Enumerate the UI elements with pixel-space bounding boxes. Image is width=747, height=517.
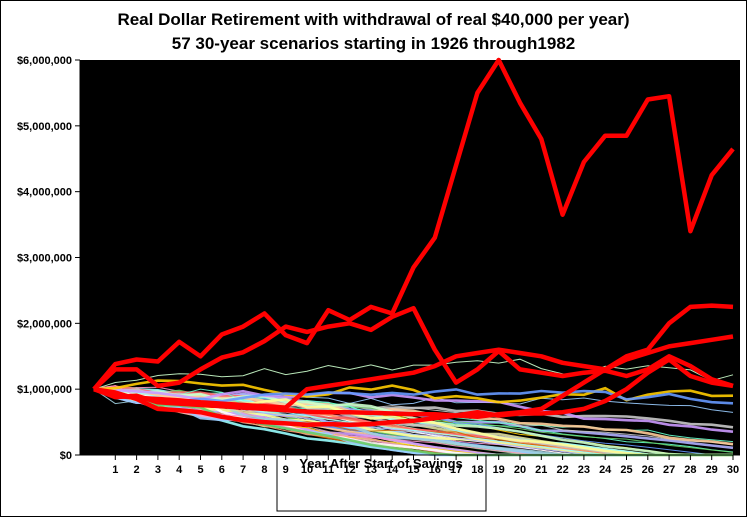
y-tick-label: $3,000,000: [17, 253, 72, 265]
x-tick-label: 12: [343, 464, 355, 476]
x-tick-label: 17: [450, 464, 462, 476]
x-tick-label: 18: [471, 464, 483, 476]
x-tick-label: 21: [535, 464, 547, 476]
x-tick-label: 30: [727, 464, 739, 476]
x-tick-label: 11: [322, 464, 334, 476]
x-tick-label: 7: [240, 464, 246, 476]
x-tick-label: 23: [578, 464, 590, 476]
x-tick-label: 5: [197, 464, 203, 476]
x-axis-title: Year After Start of Savings: [299, 456, 463, 471]
x-tick-label: 9: [283, 464, 289, 476]
y-tick-label: $5,000,000: [17, 121, 72, 133]
x-tick-label: 28: [684, 464, 696, 476]
x-tick-label: 6: [219, 464, 225, 476]
scenario-line: [93, 358, 734, 390]
x-tick-label: 4: [176, 464, 183, 476]
y-tick-label: $1,000,000: [17, 384, 72, 396]
x-tick-label: 8: [261, 464, 267, 476]
x-tick-label: 13: [365, 464, 377, 476]
highlighted-series-line-2: [92, 305, 734, 391]
x-tick-label: 1: [112, 464, 118, 476]
x-tick-label: 22: [556, 464, 568, 476]
x-tick-label: 14: [386, 464, 399, 476]
scenario-line: [93, 387, 733, 457]
x-tick-label: 24: [599, 464, 612, 476]
highlighted-series-line-5: [93, 334, 734, 410]
highlighted-series-line-3: [93, 357, 734, 418]
scenario-line: [93, 387, 734, 405]
x-tick-label: 19: [493, 464, 505, 476]
y-tick-label: $0: [60, 450, 72, 462]
y-tick-label: $6,000,000: [17, 55, 72, 67]
chart-title: Real Dollar Retirement with withdrawal o…: [117, 10, 630, 29]
scenario-line: [93, 387, 734, 446]
y-tick-label: $2,000,000: [17, 318, 72, 330]
x-tick-label: 15: [407, 464, 419, 476]
x-tick-label: 20: [514, 464, 526, 476]
x-tick-label: 10: [301, 464, 313, 476]
x-tick-label: 26: [642, 464, 654, 476]
highlighted-series-line-4: [93, 303, 734, 427]
chart-subtitle: 57 30-year scenarios starting in 1926 th…: [171, 34, 576, 53]
x-tick-label: 2: [134, 464, 140, 476]
highlighted-series-line-1: [92, 57, 735, 391]
y-tick-label: $4,000,000: [17, 187, 72, 199]
x-tick-label: 29: [706, 464, 718, 476]
x-tick-label: 25: [620, 464, 632, 476]
x-tick-label: 16: [429, 464, 441, 476]
x-tick-label: 27: [663, 464, 675, 476]
x-tick-label: 3: [155, 464, 161, 476]
x-axis-title-box: [276, 454, 487, 512]
